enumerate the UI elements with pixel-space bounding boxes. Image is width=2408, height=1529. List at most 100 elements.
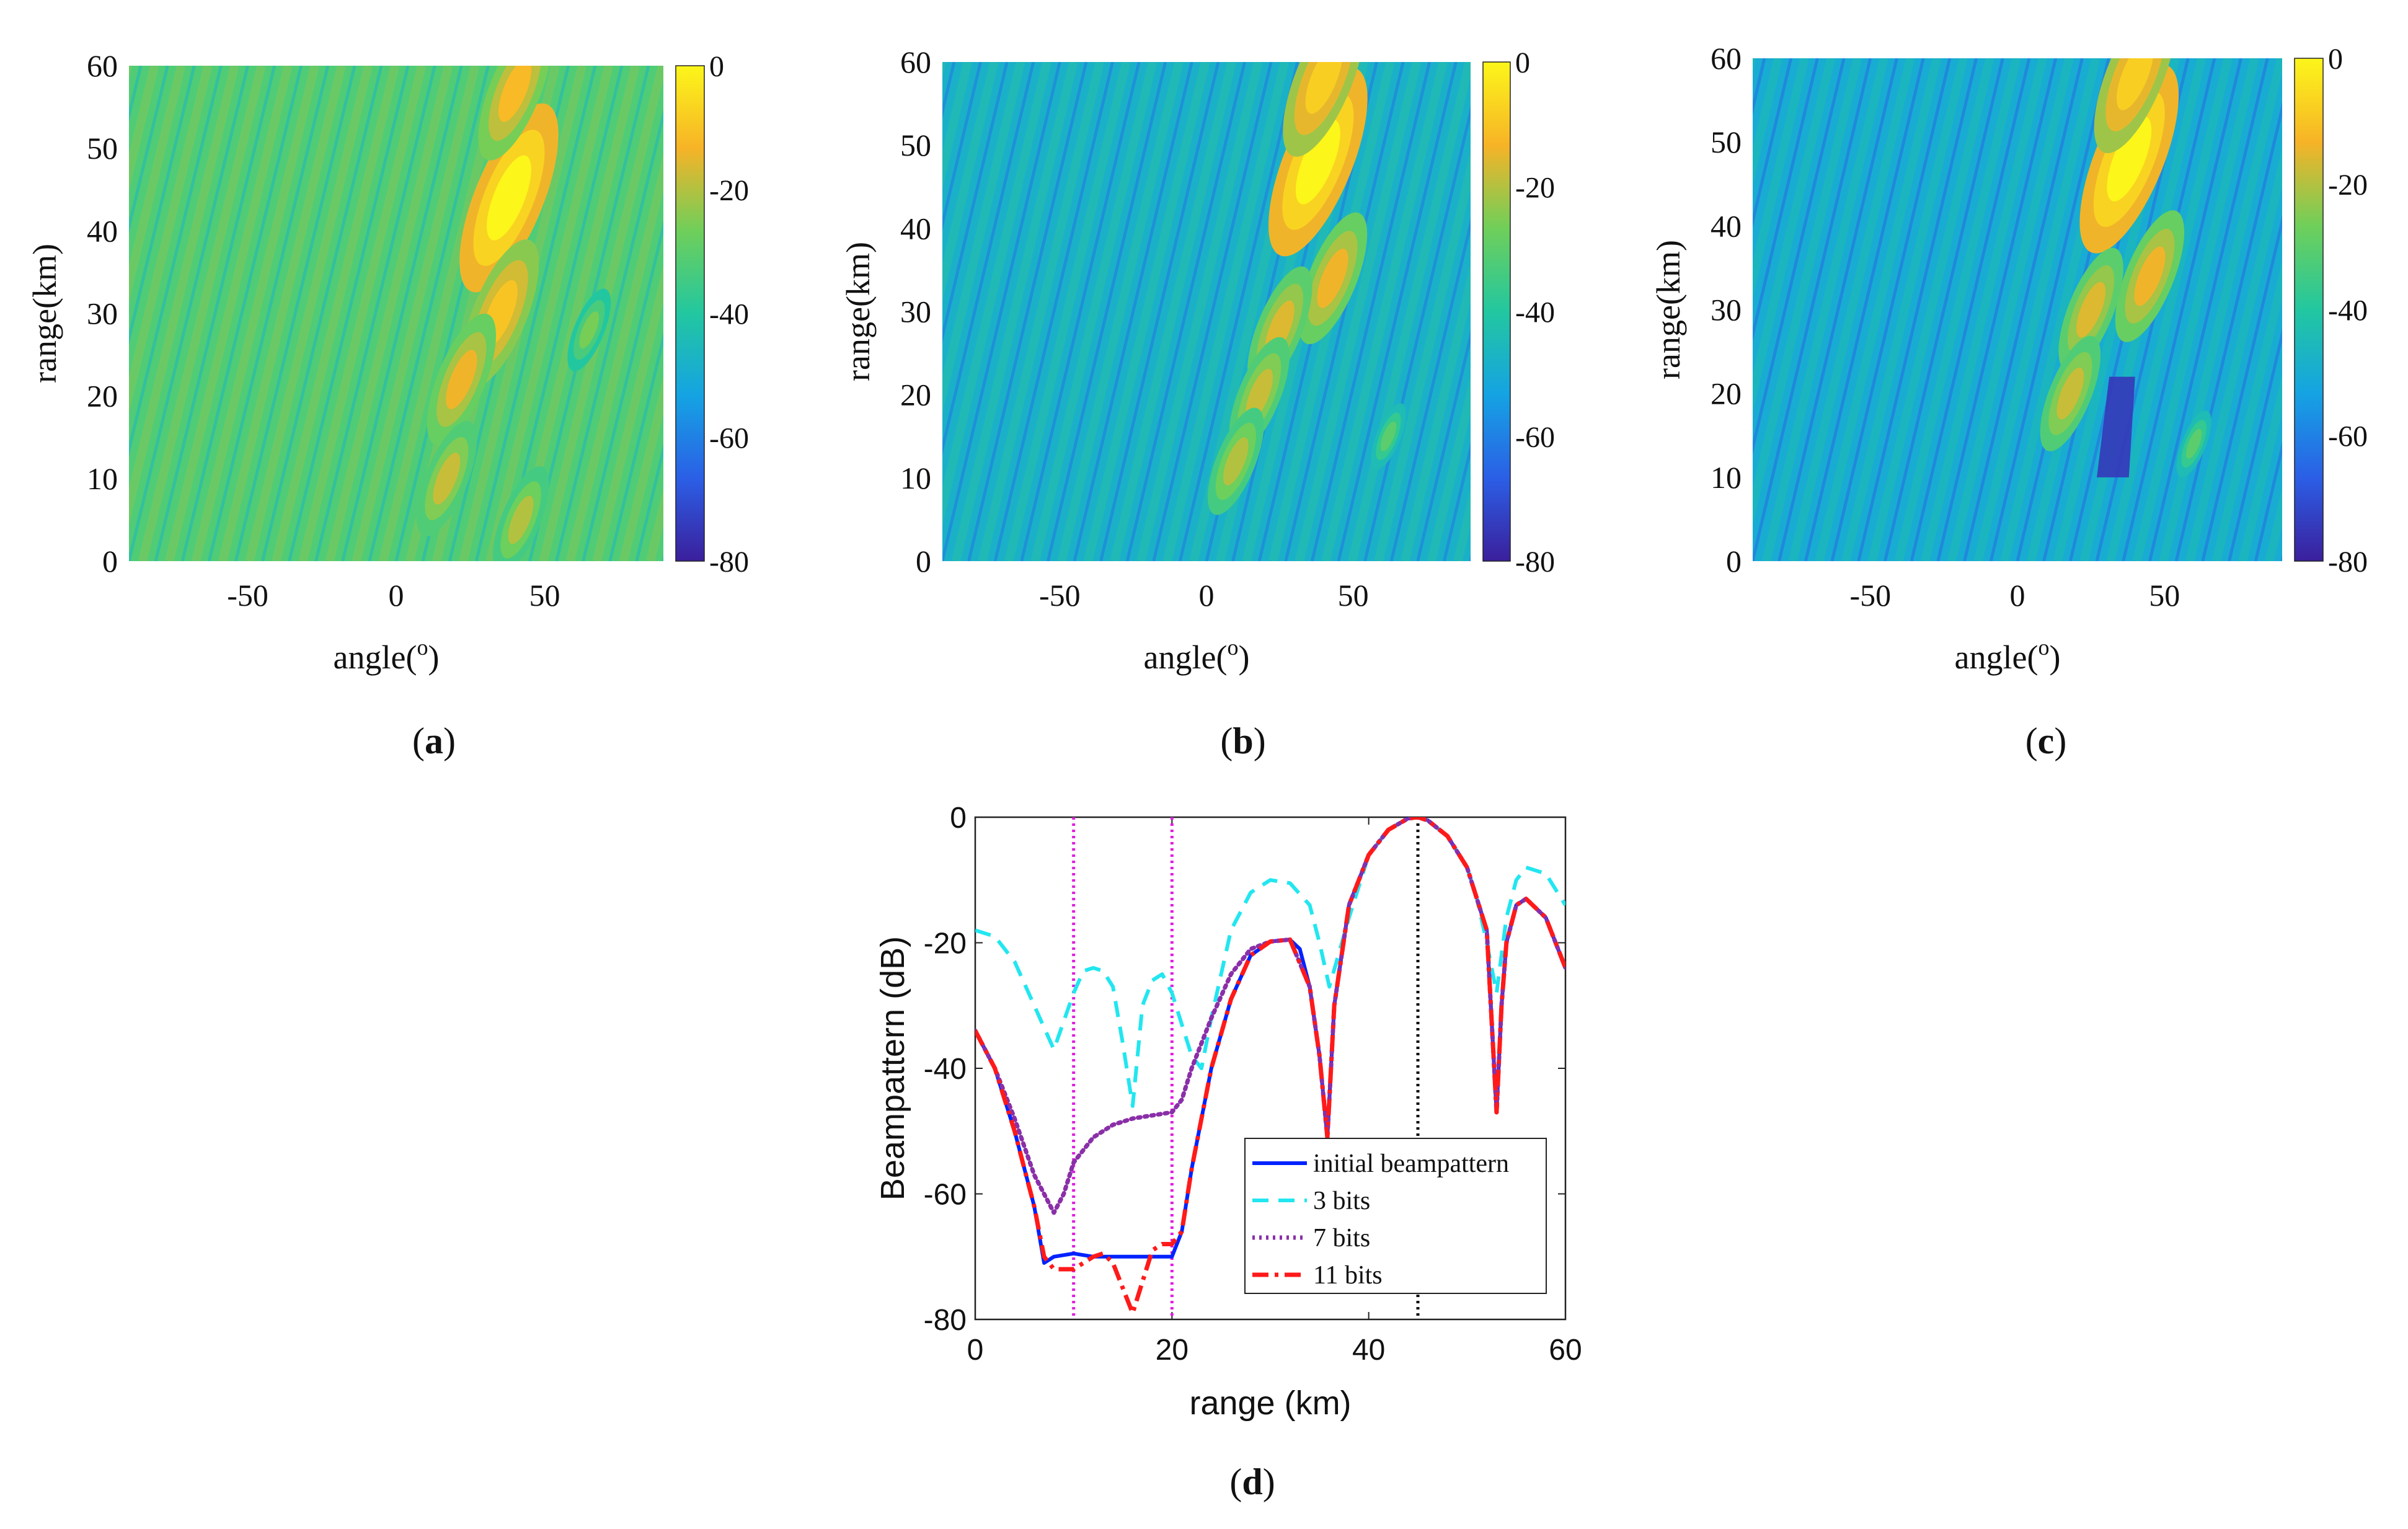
heatmap-null-contour [368,66,490,561]
heatmap-lobe [2134,246,2166,306]
y-tick-label: 0 [950,802,967,835]
heatmap-sidelobe-stripe [1427,375,1471,561]
x-tick-labels-a: -50 0 50 [227,578,560,613]
heatmap-lobe [1246,368,1273,421]
heatmap-null-contour [0,66,7,561]
heatmap-null-contour [154,66,277,561]
x-tick-labels-b: -50 0 50 [1039,578,1369,613]
heatmap-null-contour [341,66,463,561]
heatmap-plot-area-a [0,66,663,561]
x-axis-label-close: ) [1238,639,1249,676]
colorbar-tick-label: -40 [709,298,749,331]
x-axis-label-close: ) [428,639,439,676]
heatmap-sidelobe-stripe [138,66,266,561]
y-tick-label: 60 [900,45,931,79]
heatmap-sidelobe-stripe [129,66,239,526]
heatmap-sidelobe-stripe [978,62,1104,561]
x-tick-label: 20 [1156,1334,1189,1367]
heatmap-null-contour [1284,62,1405,561]
y-tick-label: 60 [87,48,118,83]
heatmap-null-contour [942,62,1035,456]
heatmap-lobe [487,155,531,241]
colorbar-tick-label: -60 [2328,420,2368,453]
heatmap-null-contour [1936,58,2058,561]
y-tick-label: 10 [87,461,118,496]
heatmap-null-contour [942,62,1009,343]
heatmap-null-contour [2201,215,2282,561]
heatmap-null-contour [1310,62,1432,561]
heatmap-null-contour [993,62,1114,561]
heatmap-null-contour [129,66,249,561]
heatmap-sidelobe-stripe [2132,58,2259,561]
heatmap-sidelobe-stripe [485,66,613,561]
colorbar-tick-label: 0 [2328,43,2343,76]
colorbar-tick-label: -40 [2328,295,2368,327]
heatmap-lobe [1317,249,1348,308]
heatmap-null-contour [1989,58,2110,561]
heatmap-sidelobe-stripe [1753,58,1862,526]
legend-d: initial beampattern 3 bits 7 bits 11 bit… [1244,1138,1547,1294]
heatmap-sidelobe-stripe [952,62,1078,561]
heatmap-sidelobe-stripe [1973,58,2100,561]
heatmap-null-contour [2148,58,2269,561]
heatmap-sidelobe-stripe [218,66,346,561]
heatmap-sidelobe-stripe [0,66,21,561]
heatmap-sidelobe-stripe [1110,62,1236,561]
heatmap-null-contour [261,66,383,561]
y-tick-label: 10 [900,461,931,495]
heatmap-sidelobe-stripe [1894,58,2021,561]
x-tick-label: 0 [1199,578,1215,613]
colorbar-tick-label: -60 [709,422,749,454]
y-tick-label: 0 [1726,544,1742,578]
heatmap-sidelobe-stripe [1841,58,1968,561]
y-tick-label: 50 [1711,125,1742,159]
heatmap-sidelobe-stripe [325,66,453,561]
heatmap-lobe [2056,367,2084,420]
heatmap-panel-a: 0 10 20 30 40 50 60 -50 0 50 0 -20 -40 -… [0,48,749,761]
colorbar-tick-label: -80 [1515,546,1555,578]
panel-letter: a [425,720,443,761]
x-tick-label: -50 [1849,578,1891,613]
heatmap-null-contour [1442,441,1471,561]
y-tick-label: 40 [1711,208,1742,243]
x-tick-label: 50 [1338,578,1369,613]
heatmap-null-contour [942,62,982,231]
heatmap-null-contour [1178,62,1299,561]
y-axis-label-a: range(km) [26,244,63,383]
heatmap-sidelobe-stripe [1762,58,1888,561]
y-tick-label: 50 [87,131,118,166]
heatmap-sidelobe-stripe [619,376,663,561]
panel-letter: d [1242,1461,1262,1502]
heatmap-sidelobe-stripe [1867,58,1994,561]
y-tick-labels-a: 0 10 20 30 40 50 60 [87,48,118,578]
colorbar-tick-labels-a: 0 -20 -40 -60 -80 [709,50,749,578]
heatmap-field [1753,58,2408,561]
heatmap-sidelobe-stripe [1947,58,2074,561]
x-tick-label: -50 [1039,578,1081,613]
degree-superscript: o [417,635,428,660]
heatmap-null-contour [608,331,663,561]
heatmap-sidelobe-stripe [2212,260,2282,561]
heatmap-sidelobe-stripe [2402,58,2408,561]
heatmap-null-contour [2362,58,2408,561]
heatmap-sidelobe-stripe [1057,62,1184,561]
y-tick-label: 40 [900,211,931,246]
heatmap-sidelobe-stripe [1921,58,2047,561]
heatmap-null-contour [635,443,663,561]
heatmap-null-contour [1363,105,1471,561]
heatmap-null-contour [207,66,330,561]
heatmap-sidelobe-stripe [165,66,293,561]
heatmap-sidelobe-stripe [352,66,480,561]
x-tick-labels-d: 0 20 40 60 [967,1334,1582,1367]
heatmap-sidelobe-stripe [942,62,1025,414]
heatmap-null-contour [2174,102,2282,561]
panel-letter: b [1233,720,1253,761]
heatmap-null-contour [1497,62,1614,561]
colorbar-gradient [1482,61,1511,562]
y-tick-label: 20 [1711,376,1742,411]
colorbar-tick-label: 0 [709,50,724,83]
heatmap-sidelobe-stripe [2106,58,2233,561]
panel-label-c: (c) [2025,720,2067,761]
colorbar-b [1482,61,1511,562]
legend-label-3-bits: 3 bits [1313,1187,1370,1215]
